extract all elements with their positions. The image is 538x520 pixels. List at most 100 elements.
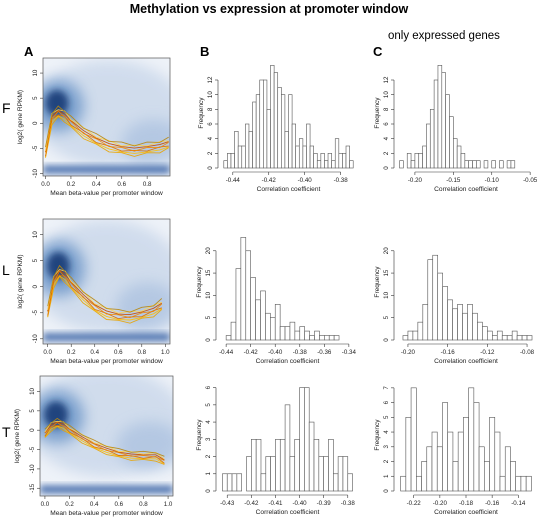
histogram-bar [265,312,271,341]
column-label-c: C [373,44,383,59]
histogram-bar [457,304,463,341]
histogram-bar [410,160,416,169]
histogram-bar [489,417,496,492]
a-l-trend-line [47,275,163,321]
histogram-bar [320,153,325,169]
histogram-bar [410,387,417,492]
histogram-bar [442,286,448,341]
histogram-bar [460,153,466,169]
histogram-bar [245,250,251,341]
histogram-bar [294,330,301,341]
histogram-bar [412,330,419,341]
a-l-ytick-label: 10 [32,231,39,238]
histogram-bar [452,308,458,341]
b-t-ytick-label: 3 [205,437,212,441]
histogram-bar [472,160,477,169]
b-t-xtick-label: -0.42 [244,500,259,507]
histogram-bar [299,387,305,492]
histogram-bar [323,456,329,492]
histogram-bar [338,153,343,169]
histogram-bar [447,431,454,492]
histogram-bar [295,145,300,169]
b-t-xtick-label: -0.39 [317,500,332,507]
c-l-ytick-label: 20 [383,247,390,254]
c-l-ytick-label: 15 [383,269,390,276]
histogram-bar [402,335,409,341]
histogram-bar [421,461,428,492]
b-t-xtick-label: -0.41 [268,500,283,507]
b-f-ytick-label: 10 [207,91,214,98]
c-l-xtick-label: -0.16 [441,349,456,356]
b-t-ytick-label: 2 [205,454,212,458]
c-t-xtick-label: -0.16 [485,500,500,507]
b-t-ytick-label: 1 [205,471,212,475]
histogram-bar [304,330,310,341]
a-l-xtick-label: 0.4 [90,349,99,356]
histogram-bar [230,321,237,341]
a-l-trend-line [47,274,162,320]
histogram-bar [407,330,414,341]
b-l-xtick-label: -0.38 [293,349,308,356]
histogram-bar [226,473,233,492]
a-f-xtick-label: 0.0 [41,181,50,188]
b-l-xtick-label: -0.40 [268,349,283,356]
histogram-bar [255,94,261,169]
a-f-trend-line [45,105,169,148]
histogram-bar [281,94,286,169]
b-f-ylabel: Frequency [198,97,205,129]
c-f-xtick-label: -0.15 [446,177,461,184]
c-f-ytick-label: 4 [383,136,390,140]
a-f-ytick-label: 5 [32,96,39,100]
c-t-ytick-label: 4 [383,430,390,434]
b-f-xtick-label: -0.42 [262,177,277,184]
a-f-xtick-label: 0.2 [67,181,76,188]
histogram-bar [399,160,404,169]
histogram-bar [274,304,281,341]
histogram-bar [484,461,490,492]
b-f-ytick-label: 2 [207,151,214,155]
histogram-c-t: -0.22 -0.20 -0.18 -0.16 -0.14 0 1 2 3 4 5 6 7 Correla… [374,386,532,516]
histogram-bar [506,335,513,341]
c-t-ytick-label: 7 [383,386,390,390]
b-f-ytick-label: 4 [207,136,214,140]
histogram-bar [472,312,478,341]
histogram-bar [225,335,232,341]
a-l-density [43,219,170,344]
histogram-bar [259,79,264,169]
column-c-subtitle: only expressed genes [388,30,500,42]
a-t-trend-line [44,425,165,465]
c-t-ytick-label: 5 [383,415,390,419]
histogram-bar [426,123,431,169]
histogram-bar [453,138,458,169]
c-f-xlabel: Correlation coefficient [434,186,498,193]
a-t-xtick-label: 0.6 [115,501,124,508]
histogram-bar [251,439,257,492]
b-f-xlabel: Correlation coefficient [257,186,321,193]
histogram-bar [422,145,427,169]
histogram-bar [457,431,464,492]
a-l-xtick-label: 0.0 [43,349,52,356]
a-f-trend-line [45,110,169,153]
a-f-frame [42,57,171,177]
b-l-ytick-label: 15 [205,269,212,276]
b-f-xtick-label: -0.40 [298,177,313,184]
histogram-bar [284,404,291,492]
a-t-xtick-label: 1.0 [164,501,173,508]
histogram-bar [333,473,339,492]
histogram-bar [482,326,488,341]
histogram-bar [277,87,282,169]
histogram-bar [491,160,496,169]
a-t-trend-line [44,420,165,460]
a-t-ytick-label: 0 [29,428,36,432]
b-t-ytick-label: 5 [205,403,212,407]
histogram-bar [273,72,279,169]
a-f-xtick-label: 0.4 [92,181,101,188]
histogram-bar [313,153,318,169]
b-l-ytick-label: 10 [205,291,212,298]
a-f-xtick-label: 0.8 [143,181,152,188]
histogram-bar [342,456,349,492]
histogram-bar [319,335,325,341]
b-l-xtick-label: -0.42 [244,349,259,356]
a-t-ytick-label: 5 [29,409,36,413]
